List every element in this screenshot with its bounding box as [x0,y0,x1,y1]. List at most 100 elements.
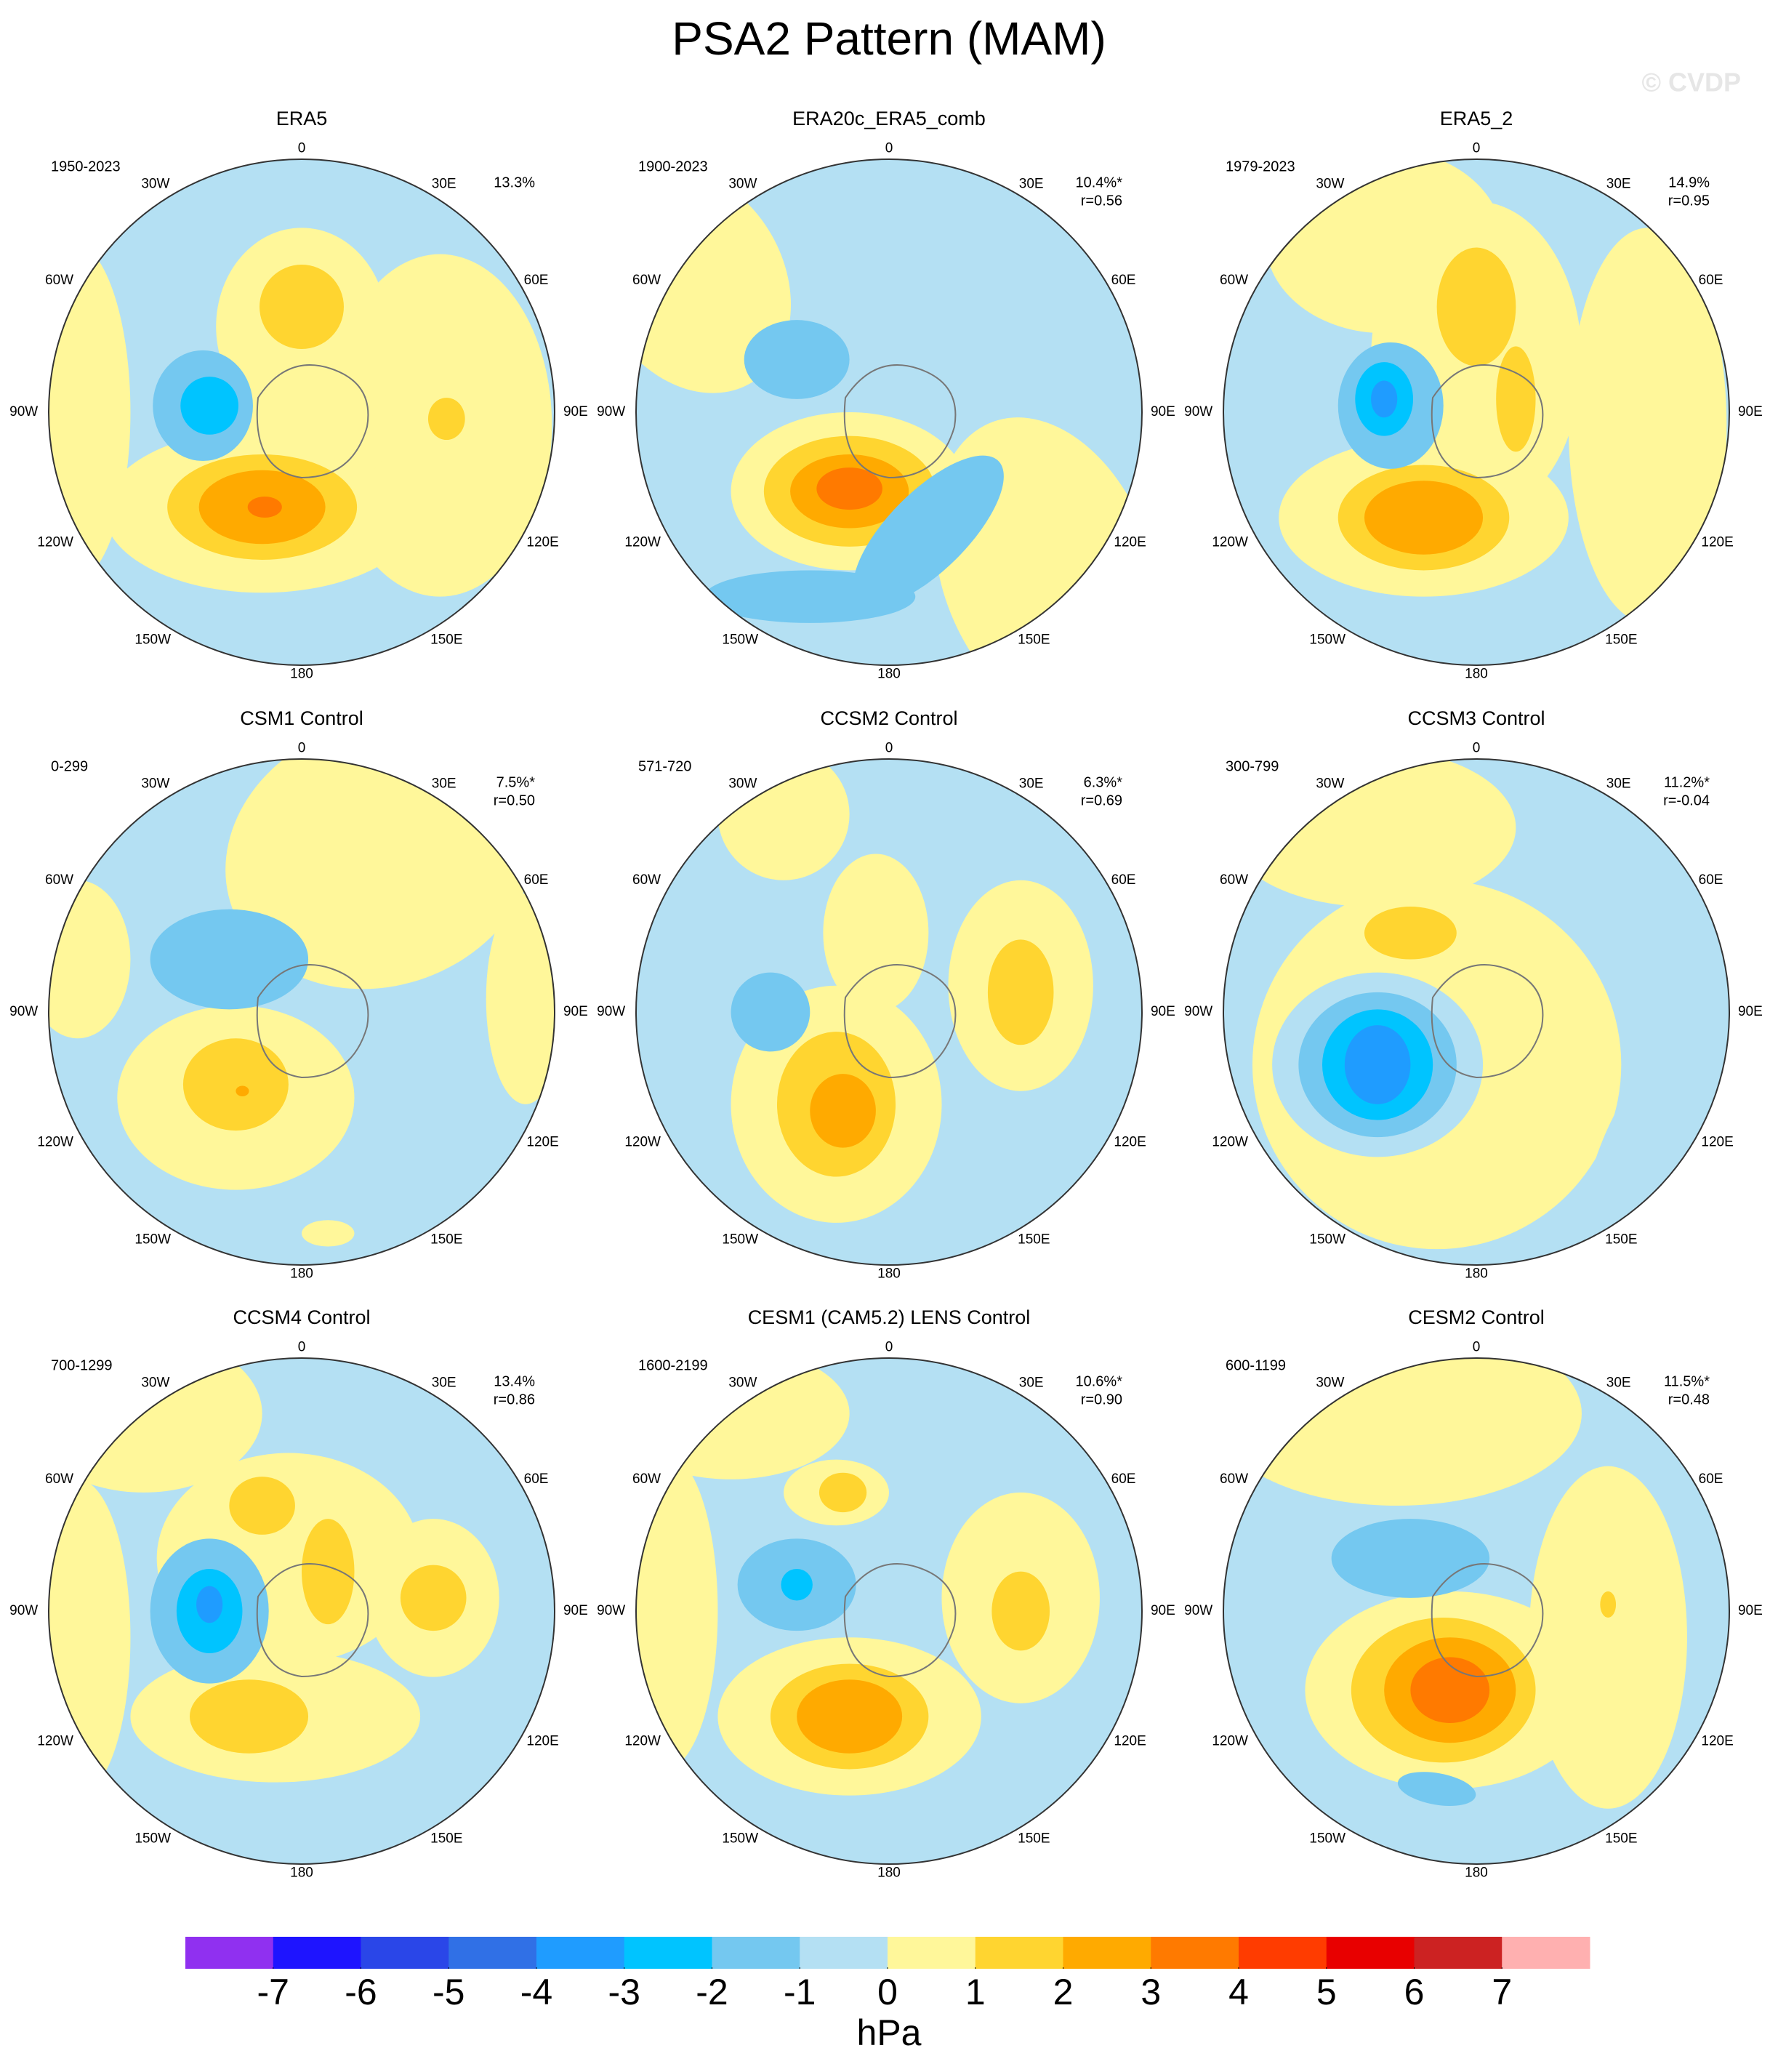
longitude-label: 150E [430,1232,462,1247]
contour-fill [196,1586,223,1623]
correlation-label: r=-0.04 [1663,792,1710,808]
contour-fill [823,854,929,1012]
contour-fill [991,1571,1050,1651]
variance-label: 11.2%* [1664,774,1710,790]
contour-fill [853,455,1004,606]
contour-field [636,759,1142,1265]
colorbar-box [712,1937,800,1969]
colorbar-label: -4 [520,1972,552,2012]
map-border [1223,758,1730,1266]
longitude-label: 60E [1699,273,1723,288]
contour-field [1223,159,1729,665]
longitude-label: 60W [1220,872,1248,888]
colorbar-unit: hPa [857,2012,922,2053]
period-label: 300-799 [1226,758,1279,774]
longitude-label: 120W [1212,534,1248,550]
longitude-label: 30E [432,177,456,192]
map-border [1223,158,1730,666]
contour-fill [1529,1466,1687,1809]
longitude-label: 180 [877,1266,901,1282]
period-label: 1900-2023 [638,158,708,174]
map-border [48,158,555,666]
map-panel: CESM1 (CAM5.2) LENS Control 1600-2199 10.6… [597,1306,1175,1880]
longitude-label: 60E [524,1471,549,1487]
longitude-label: 90W [597,1603,625,1618]
antarctica-outline [256,1563,369,1678]
contour-fill [189,1679,309,1754]
longitude-label: 150E [430,632,462,647]
contour-fill [486,893,555,1104]
longitude-label: 90E [563,1603,588,1618]
longitude-label: 150E [1018,1831,1050,1846]
longitude-label: 150W [1309,1232,1345,1247]
contour-fill [1371,380,1398,418]
contour-fill [1364,907,1457,960]
panel-title: CESM1 (CAM5.2) LENS Control [748,1306,1031,1328]
longitude-label: 180 [1465,1866,1488,1881]
map-panel: ERA5_2 1979-2023 14.9% r=0.95 0 30E 60E 90E 120E… [1184,108,1763,681]
longitude-label: 150E [1605,1831,1637,1846]
colorbar-box [1326,1937,1415,1969]
colorbar-label: 6 [1404,1972,1425,2012]
longitude-label: 120W [37,534,73,550]
variance-label: 13.3% [494,174,535,190]
longitude-label: 0 [885,741,893,756]
longitude-label: 60E [1111,1471,1136,1487]
longitude-label: 90E [1738,1004,1763,1019]
colorbar-box [1502,1937,1590,1969]
longitude-label: 150W [1309,632,1345,647]
variance-label: 11.5%* [1664,1373,1710,1389]
longitude-label: 30W [728,1376,757,1391]
longitude-label: 120W [37,1134,73,1149]
contour-fill [1364,481,1484,555]
contour-field [49,759,555,1265]
longitude-label: 90W [1184,1004,1212,1019]
colorbar-box [888,1937,976,1969]
longitude-label: 30W [141,1376,169,1391]
period-label: 1600-2199 [638,1357,708,1373]
longitude-label: 30E [1019,776,1044,792]
variance-label: 10.6%* [1076,1373,1123,1389]
longitude-label: 120W [624,1733,661,1748]
map-panel: CCSM2 Control 571-720 6.3%* r=0.69 0 30E 60E 90… [597,707,1175,1281]
colorbar-box [975,1937,1063,1969]
longitude-label: 120W [1212,1733,1248,1748]
colorbar-label: 3 [1141,1972,1161,2012]
longitude-label: 90W [1184,404,1212,419]
longitude-label: 0 [885,1340,893,1355]
longitude-label: 120E [1114,1134,1146,1149]
antarctica-outline [843,364,957,479]
colorbar-label: 2 [1053,1972,1074,2012]
longitude-label: 30W [1316,776,1344,792]
panel-title: CCSM2 Control [820,707,957,729]
contour-fill [1436,247,1516,366]
longitude-label: 90W [9,1004,38,1019]
longitude-label: 150E [430,1831,462,1846]
contour-fill [744,320,850,399]
map-panel: ERA5 1950-2023 13.3% 0 30E 60E 90E 120E 150E 180 1… [9,108,588,681]
contour-fill [987,939,1054,1045]
longitude-label: 120E [1701,1134,1733,1149]
longitude-label: 60W [632,1471,661,1487]
longitude-label: 120W [624,1134,661,1149]
longitude-label: 150W [134,632,171,647]
longitude-label: 150E [1018,632,1050,647]
longitude-label: 60W [1220,273,1248,288]
contour-fill [797,1679,903,1754]
variance-label: 6.3%* [1084,774,1123,790]
longitude-label: 120E [1114,1733,1146,1748]
correlation-label: r=0.86 [494,1392,535,1408]
contour-fill [1397,1772,1476,1807]
longitude-label: 150E [1018,1232,1050,1247]
antarctica-outline [256,364,369,479]
longitude-label: 180 [290,1266,313,1282]
longitude-label: 90W [597,404,625,419]
contour-fill [1344,1025,1411,1104]
longitude-label: 120E [1114,534,1146,550]
map-border [635,758,1143,1266]
variance-label: 10.4%* [1076,174,1123,190]
longitude-label: 0 [298,141,306,156]
longitude-label: 60W [632,872,661,888]
